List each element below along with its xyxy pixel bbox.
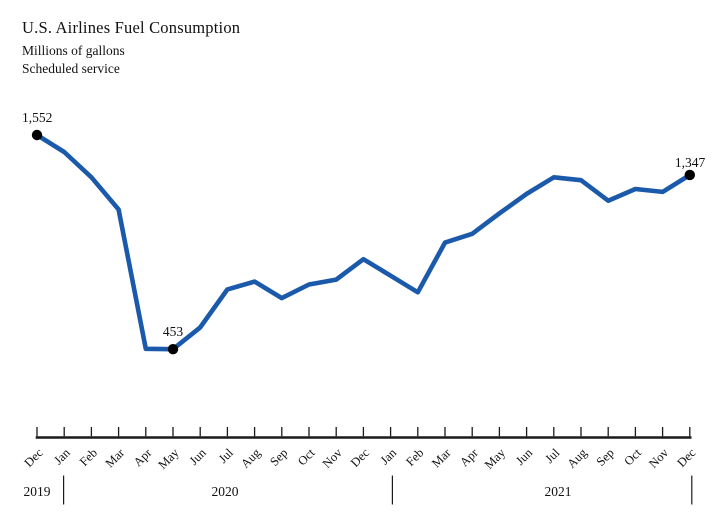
month-label: Sep xyxy=(594,446,617,469)
fuel-consumption-line xyxy=(35,133,692,352)
data-point-dot xyxy=(31,129,43,141)
month-label: May xyxy=(482,445,509,472)
month-label: Dec xyxy=(674,445,698,469)
chart-header: U.S. Airlines Fuel Consumption Millions … xyxy=(22,18,240,78)
month-label: Oct xyxy=(295,445,318,468)
month-label: Jun xyxy=(187,445,210,468)
month-label: Mar xyxy=(103,445,128,470)
year-label: 2019 xyxy=(24,484,51,499)
month-label: Dec xyxy=(21,445,45,469)
data-point-label: 453 xyxy=(163,324,184,339)
data-point-dot xyxy=(684,169,695,181)
month-label: Mar xyxy=(429,445,454,470)
data-point-label: 1,552 xyxy=(22,110,52,125)
month-label: Dec xyxy=(348,445,372,469)
data-point-dot xyxy=(167,344,179,355)
month-label: Apr xyxy=(457,445,481,469)
data-point-label: 1,347 xyxy=(675,155,706,170)
year-label: 2021 xyxy=(545,484,572,499)
month-label: Apr xyxy=(131,445,155,469)
month-label: Nov xyxy=(646,445,672,471)
chart-subtitle-scope: Scheduled service xyxy=(22,61,120,77)
month-label: Oct xyxy=(621,445,644,468)
month-label: May xyxy=(156,445,183,472)
month-label: Jul xyxy=(216,445,237,466)
month-label: Jul xyxy=(542,445,563,466)
month-label: Nov xyxy=(320,445,346,471)
month-label: Aug xyxy=(564,445,590,471)
month-label: Jun xyxy=(513,445,536,468)
month-label: Jan xyxy=(378,445,400,467)
month-label: Feb xyxy=(403,446,426,469)
month-label: Feb xyxy=(77,446,100,469)
month-label: Aug xyxy=(238,445,264,471)
chart-title: U.S. Airlines Fuel Consumption xyxy=(22,18,241,37)
year-label: 2020 xyxy=(212,484,239,499)
chart-subtitle-units: Millions of gallons xyxy=(22,43,125,58)
month-label: Jan xyxy=(51,445,73,467)
month-label: Sep xyxy=(267,446,290,469)
